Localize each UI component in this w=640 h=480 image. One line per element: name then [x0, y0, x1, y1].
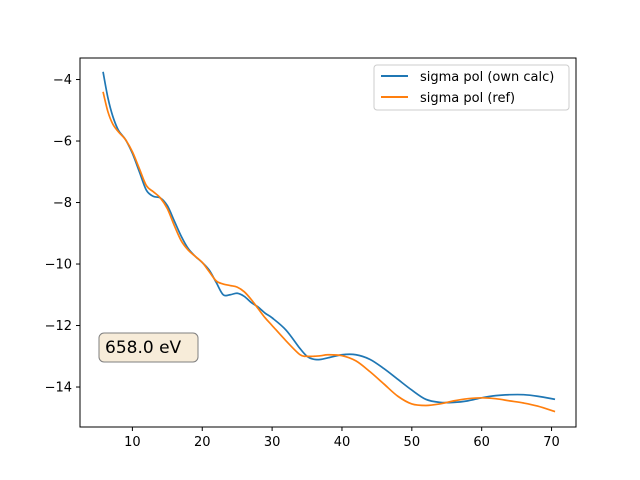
x-tick-label: 40	[334, 435, 351, 450]
x-tick-label: 30	[264, 435, 281, 450]
plot-frame	[79, 57, 577, 428]
energy-annotation: 658.0 eV	[98, 332, 199, 363]
x-tick-label: 60	[473, 435, 490, 450]
legend-label-ref: sigma pol (ref)	[420, 91, 515, 106]
x-axis: 10 20 30 40 50 60 70	[124, 427, 560, 450]
legend-label-own-calc: sigma pol (own calc)	[420, 70, 554, 85]
x-tick-label: 10	[124, 435, 141, 450]
y-axis: −14 −12 −10 −8 −6 −4	[45, 73, 80, 396]
y-tick-label: −12	[45, 319, 72, 334]
plot-area	[79, 57, 577, 428]
y-tick-label: −4	[53, 73, 72, 88]
y-tick-label: −8	[53, 196, 72, 211]
x-tick-label: 70	[543, 435, 560, 450]
plot-background	[80, 58, 576, 427]
x-tick-label: 50	[404, 435, 421, 450]
y-tick-label: −10	[45, 258, 72, 273]
series-line-ref	[102, 91, 556, 413]
legend: sigma pol (own calc) sigma pol (ref)	[373, 64, 570, 111]
y-tick-label: −6	[53, 135, 72, 150]
x-tick-label: 20	[194, 435, 211, 450]
series-line-own-calc	[102, 71, 556, 404]
legend-box	[373, 64, 570, 111]
annotation-box	[98, 332, 199, 363]
annotation-label: 658.0 eV	[105, 338, 182, 358]
y-tick-label: −14	[45, 381, 72, 396]
series-lines	[102, 71, 556, 413]
